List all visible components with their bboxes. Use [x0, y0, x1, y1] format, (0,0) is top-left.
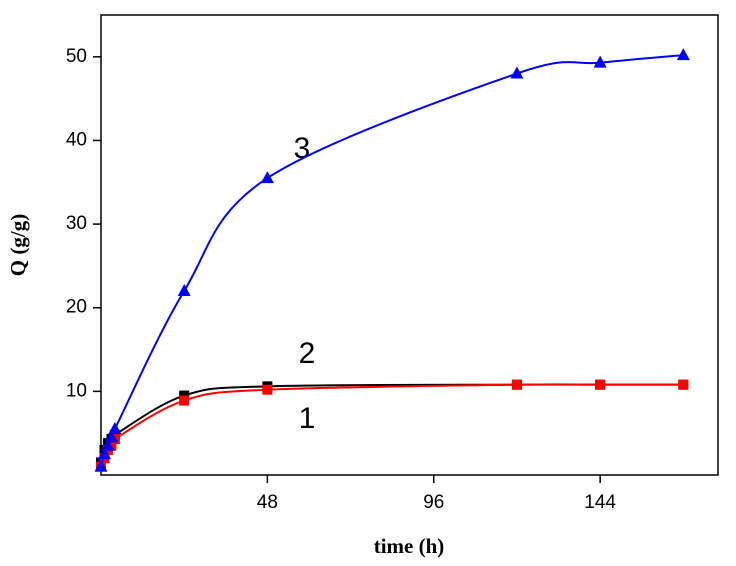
x-axis-title: time (h) — [374, 534, 445, 558]
marker — [262, 384, 273, 395]
marker — [177, 284, 191, 296]
marker — [593, 55, 607, 68]
y-axis-title: Q (g/g) — [6, 214, 30, 276]
marker — [260, 171, 274, 184]
y-tick-label: 40 — [66, 129, 87, 150]
y-tick-label: 10 — [66, 380, 87, 401]
marker — [511, 379, 522, 390]
marker — [179, 395, 190, 406]
marker — [510, 66, 524, 79]
marker — [595, 379, 606, 390]
annotation: 1 — [299, 402, 316, 435]
marker — [108, 422, 122, 434]
annotation: 3 — [294, 132, 311, 165]
x-tick-label: 144 — [584, 492, 616, 513]
marker — [678, 379, 689, 390]
marker — [101, 438, 115, 451]
y-tick-label: 20 — [66, 297, 87, 318]
plot-frame — [100, 14, 719, 476]
marker — [94, 459, 108, 472]
x-tick-label: 48 — [257, 492, 278, 513]
annotation: 2 — [299, 337, 316, 370]
marker — [97, 447, 111, 460]
x-tick-label: 96 — [423, 492, 444, 513]
y-tick-label: 30 — [66, 213, 87, 234]
marker — [676, 48, 690, 61]
y-tick-label: 50 — [66, 46, 87, 67]
marker — [179, 390, 190, 401]
marker — [104, 430, 118, 443]
